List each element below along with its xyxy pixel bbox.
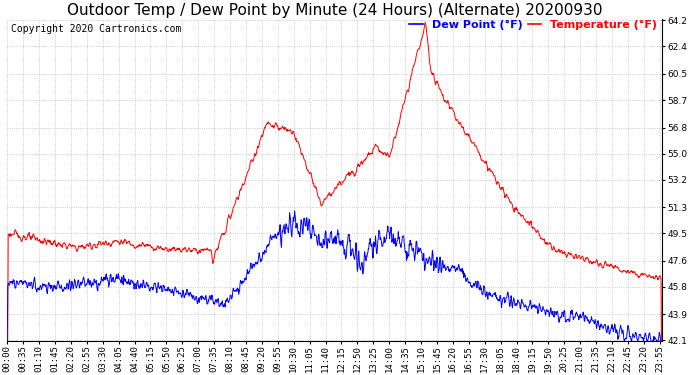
Text: Copyright 2020 Cartronics.com: Copyright 2020 Cartronics.com [10, 24, 181, 34]
Legend: Dew Point (°F), Temperature (°F): Dew Point (°F), Temperature (°F) [405, 16, 662, 35]
Title: Outdoor Temp / Dew Point by Minute (24 Hours) (Alternate) 20200930: Outdoor Temp / Dew Point by Minute (24 H… [67, 3, 602, 18]
